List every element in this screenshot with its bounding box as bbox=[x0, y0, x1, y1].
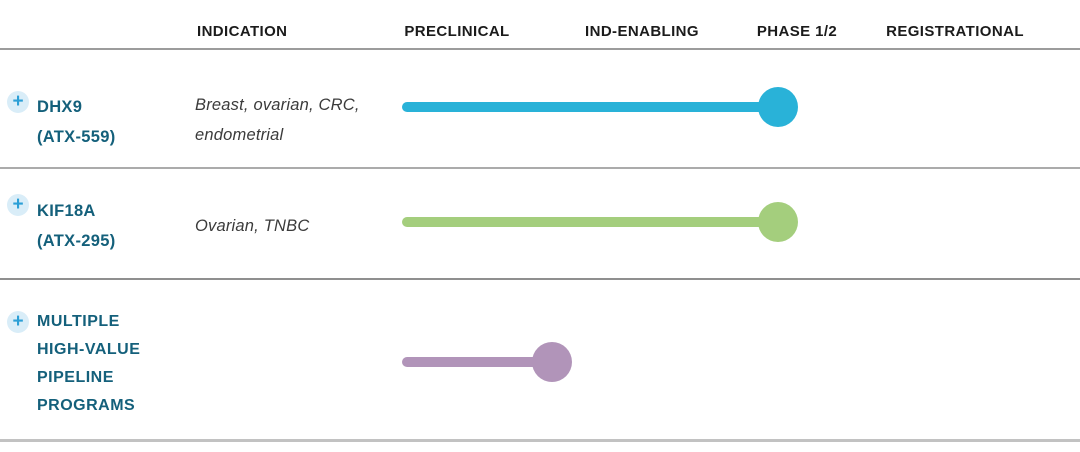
bottom-divider bbox=[0, 439, 1080, 442]
row-divider bbox=[0, 278, 1080, 280]
program-name: DHX9 (ATX-559) bbox=[37, 98, 116, 146]
row-divider bbox=[0, 167, 1080, 169]
column-header-preclinical: PRECLINICAL bbox=[404, 23, 510, 40]
progress-bar bbox=[402, 202, 798, 242]
progress-bar bbox=[402, 87, 798, 127]
progress-dot bbox=[758, 87, 798, 127]
expand-plus-icon[interactable]: + bbox=[7, 194, 29, 216]
header-divider bbox=[0, 48, 1080, 50]
program-name: MULTIPLE HIGH-VALUE PIPELINE PROGRAMS bbox=[37, 313, 141, 414]
indication-text: Ovarian, TNBC bbox=[195, 217, 310, 235]
program-name: KIF18A (ATX-295) bbox=[37, 202, 116, 250]
progress-dot bbox=[532, 342, 572, 382]
progress-dot bbox=[758, 202, 798, 242]
column-header-registrational: REGISTRATIONAL bbox=[886, 23, 1024, 40]
indication-text: Breast, ovarian, CRC, endometrial bbox=[195, 96, 360, 144]
column-header-indication: INDICATION bbox=[197, 23, 288, 40]
expand-plus-icon[interactable]: + bbox=[7, 311, 29, 333]
column-header-phase-1-2: PHASE 1/2 bbox=[756, 23, 838, 40]
progress-bar bbox=[402, 342, 572, 382]
column-header-ind-enabling: IND-ENABLING bbox=[585, 23, 699, 40]
expand-plus-icon[interactable]: + bbox=[7, 91, 29, 113]
